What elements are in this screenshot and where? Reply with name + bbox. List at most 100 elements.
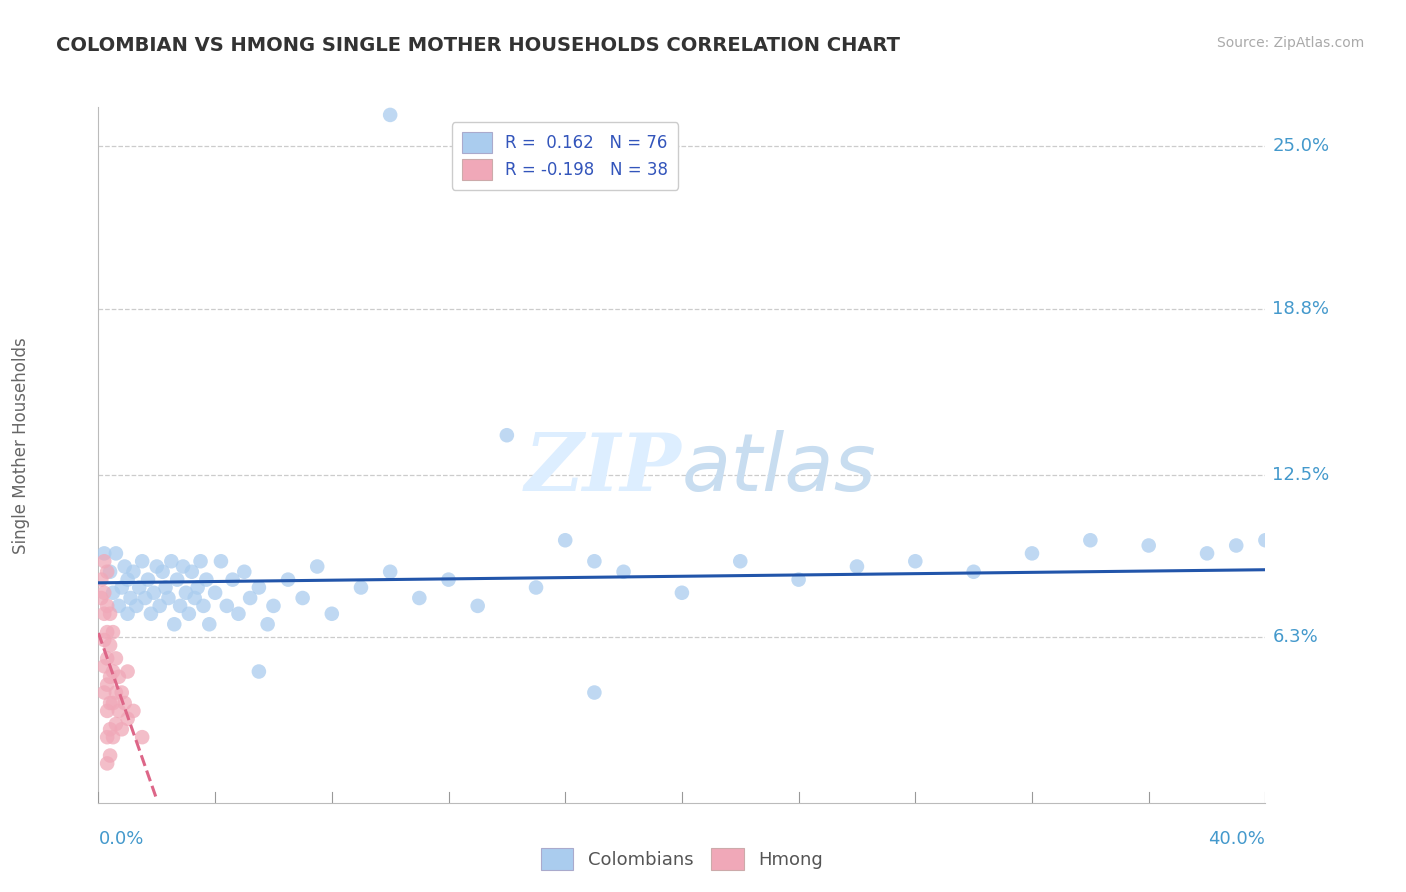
Point (117, 607, 139, 621)
Point (101, 730, 124, 744)
Point (1312, 659, 1334, 673)
Point (787, 573, 810, 587)
Point (172, 559, 194, 574)
Point (291, 591, 314, 605)
Point (467, 599, 489, 613)
Point (104, 717, 127, 731)
Point (728, 554, 751, 568)
Point (1137, 539, 1160, 553)
Point (163, 617, 186, 632)
Point (96, 704, 118, 718)
Text: atlas: atlas (682, 430, 877, 508)
Point (408, 591, 430, 605)
Point (117, 665, 139, 679)
Point (378, 565, 402, 579)
Point (98, 670, 121, 684)
Point (142, 586, 165, 600)
Point (93, 546, 115, 560)
Point (128, 581, 150, 595)
Point (96, 730, 118, 744)
Point (524, 581, 547, 595)
Point (554, 533, 576, 548)
Point (104, 685, 127, 699)
Point (101, 665, 124, 679)
Point (215, 599, 238, 613)
Point (98, 696, 121, 710)
Point (262, 599, 284, 613)
Point (1341, 670, 1364, 684)
Point (1225, 539, 1247, 553)
Point (256, 617, 278, 632)
Point (233, 565, 256, 579)
Point (98, 607, 121, 621)
Point (1080, 533, 1102, 548)
Point (93, 685, 115, 699)
Point (108, 599, 131, 613)
Point (149, 599, 172, 613)
Point (96, 678, 118, 692)
Point (247, 665, 270, 679)
Point (104, 651, 127, 665)
Text: COLOMBIAN VS HMONG SINGLE MOTHER HOUSEHOLDS CORRELATION CHART: COLOMBIAN VS HMONG SINGLE MOTHER HOUSEHO… (56, 36, 900, 54)
Text: 18.8%: 18.8% (1272, 301, 1330, 318)
Point (495, 428, 517, 442)
Point (1254, 533, 1277, 548)
Point (104, 546, 127, 560)
Point (378, 108, 402, 122)
Point (93, 554, 115, 568)
Point (321, 607, 343, 621)
Point (228, 607, 250, 621)
Point (108, 704, 131, 718)
Point (146, 559, 169, 574)
Point (139, 607, 162, 621)
Point (96, 651, 118, 665)
Point (183, 591, 205, 605)
Point (93, 659, 115, 673)
Point (221, 573, 243, 587)
Point (111, 581, 134, 595)
Point (583, 685, 606, 699)
Point (120, 591, 142, 605)
Point (1195, 546, 1218, 560)
Point (307, 559, 329, 574)
Point (157, 591, 180, 605)
Point (155, 581, 177, 595)
Point (98, 638, 121, 652)
Point (174, 586, 197, 600)
Point (1021, 546, 1043, 560)
Point (350, 581, 373, 595)
Point (198, 617, 221, 632)
Point (187, 581, 209, 595)
Point (160, 554, 183, 568)
Text: 40.0%: 40.0% (1209, 830, 1265, 847)
Point (111, 723, 134, 737)
Point (845, 559, 868, 574)
Point (111, 685, 134, 699)
Point (239, 591, 262, 605)
Point (169, 599, 191, 613)
Point (166, 573, 188, 587)
Point (101, 586, 124, 600)
Point (277, 573, 299, 587)
Point (152, 565, 174, 579)
Point (131, 554, 153, 568)
Point (122, 565, 145, 579)
Point (114, 559, 136, 574)
Point (177, 607, 200, 621)
Point (134, 591, 156, 605)
Text: 25.0%: 25.0% (1272, 137, 1330, 155)
Text: ZIP: ZIP (524, 430, 682, 508)
Point (96, 625, 118, 640)
Point (136, 573, 159, 587)
Text: 0.0%: 0.0% (98, 830, 143, 847)
Point (96, 756, 118, 771)
Point (612, 565, 634, 579)
Point (96, 599, 118, 613)
Text: 12.5%: 12.5% (1272, 466, 1330, 483)
Point (98, 748, 121, 763)
Point (90, 573, 112, 587)
Point (209, 554, 232, 568)
Point (193, 599, 215, 613)
Text: 6.3%: 6.3% (1272, 628, 1319, 647)
Point (90, 591, 112, 605)
